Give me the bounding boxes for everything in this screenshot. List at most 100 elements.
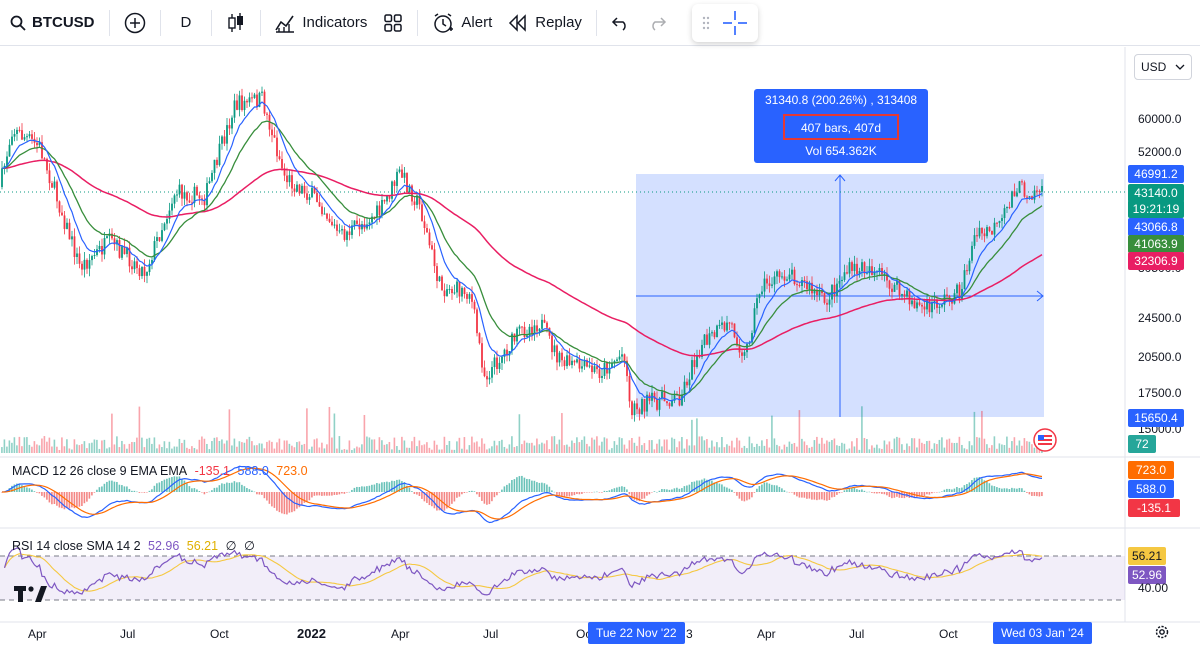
macd-histogram-bar bbox=[616, 487, 618, 492]
chart-canvas[interactable] bbox=[0, 47, 1200, 643]
time-axis-label: 3 bbox=[686, 627, 693, 641]
candle-body bbox=[871, 266, 873, 275]
gear-icon[interactable] bbox=[1154, 624, 1170, 645]
candle-body bbox=[506, 349, 508, 356]
ema-fast-line bbox=[1, 101, 1043, 402]
volume-bar bbox=[968, 441, 971, 453]
macd-histogram-bar bbox=[511, 480, 513, 492]
volume-bar bbox=[471, 436, 473, 453]
candle-body bbox=[956, 284, 958, 294]
macd-histogram-bar bbox=[538, 482, 541, 492]
volume-bar bbox=[571, 440, 573, 453]
volume-bar bbox=[971, 445, 973, 453]
alert-button[interactable]: Alert bbox=[424, 4, 500, 42]
indicators-button[interactable]: Indicators bbox=[267, 4, 375, 42]
candle-body bbox=[248, 97, 251, 103]
volume-bar bbox=[631, 437, 633, 453]
candle-body bbox=[463, 287, 466, 294]
volume-bar bbox=[771, 415, 773, 453]
drag-handle-icon[interactable] bbox=[702, 15, 710, 31]
volume-bar bbox=[61, 437, 63, 453]
macd-histogram-bar bbox=[671, 489, 673, 492]
volume-bar bbox=[443, 436, 446, 453]
volume-bar bbox=[193, 448, 196, 453]
macd-histogram-bar bbox=[318, 492, 321, 496]
macd-histogram-bar bbox=[58, 492, 61, 508]
macd-histogram-bar bbox=[518, 476, 521, 492]
candle-body bbox=[121, 246, 123, 258]
volume-bar bbox=[438, 449, 441, 453]
us-flag-icon[interactable] bbox=[1033, 428, 1057, 457]
candle-body bbox=[853, 263, 856, 271]
volume-bar bbox=[556, 444, 558, 453]
volume-bar bbox=[423, 444, 426, 453]
macd-histogram-bar bbox=[286, 492, 288, 515]
chart-area[interactable]: USD 31340.8 (200.26%) , 313408 407 bars,… bbox=[0, 47, 1200, 645]
volume-bar bbox=[451, 449, 453, 453]
candle-body bbox=[443, 290, 446, 297]
candle-body bbox=[371, 216, 373, 223]
chart-type-button[interactable] bbox=[218, 4, 254, 42]
volume-bar bbox=[346, 449, 348, 453]
volume-bar bbox=[168, 441, 171, 453]
candle-body bbox=[868, 266, 871, 274]
volume-bar bbox=[763, 445, 766, 453]
macd-histogram-bar bbox=[568, 492, 571, 497]
plus-circle-icon bbox=[124, 12, 145, 33]
macd-histogram-bar bbox=[851, 488, 853, 492]
candle-body bbox=[638, 409, 641, 414]
volume-bar bbox=[248, 436, 251, 453]
volume-bar bbox=[1006, 436, 1008, 453]
volume-bar bbox=[793, 442, 796, 453]
symbol-search-button[interactable]: BTCUSD bbox=[0, 4, 103, 42]
macd-histogram-bar bbox=[496, 492, 498, 496]
macd-histogram-bar bbox=[23, 486, 26, 492]
candle-body bbox=[161, 230, 163, 241]
candle-body bbox=[448, 289, 451, 291]
candle-body bbox=[881, 267, 883, 275]
redo-button[interactable] bbox=[639, 4, 675, 42]
compare-symbol-button[interactable] bbox=[116, 4, 154, 42]
undo-button[interactable] bbox=[603, 4, 639, 42]
volume-bar bbox=[488, 448, 491, 453]
macd-histogram-bar bbox=[36, 492, 38, 493]
volume-bar bbox=[341, 449, 343, 453]
volume-bar bbox=[21, 446, 23, 453]
candle-body bbox=[543, 319, 546, 323]
candle-body bbox=[616, 359, 618, 361]
layout-grid-button[interactable] bbox=[375, 4, 411, 42]
candle-body bbox=[1041, 186, 1043, 192]
macd-histogram-bar bbox=[243, 486, 246, 492]
macd-histogram-bar bbox=[833, 492, 836, 497]
rsi-legend[interactable]: RSI 14 close SMA 14 2 52.96 56.21 ∅ ∅ bbox=[12, 538, 259, 553]
macd-histogram-bar bbox=[288, 492, 291, 513]
candle-body bbox=[928, 299, 931, 313]
macd-histogram-bar bbox=[783, 490, 786, 492]
candle-body bbox=[216, 159, 218, 166]
tradingview-logo[interactable] bbox=[14, 584, 48, 609]
candle-body bbox=[158, 237, 161, 241]
currency-dropdown[interactable]: USD bbox=[1134, 54, 1192, 80]
rsi-legend-value: 52.96 bbox=[148, 539, 180, 553]
volume-bar bbox=[808, 447, 811, 453]
crosshair-icon[interactable] bbox=[722, 10, 748, 36]
replay-button[interactable]: Replay bbox=[500, 4, 590, 42]
macd-histogram-bar bbox=[186, 483, 188, 492]
volume-bar bbox=[283, 440, 286, 453]
macd-histogram-bar bbox=[588, 492, 591, 493]
volume-bar bbox=[321, 442, 323, 453]
macd-histogram-bar bbox=[721, 484, 723, 492]
macd-histogram-bar bbox=[1011, 487, 1013, 492]
macd-histogram-bar bbox=[266, 492, 268, 501]
interval-button[interactable]: D bbox=[167, 4, 206, 42]
macd-histogram-bar bbox=[296, 492, 298, 509]
candle-body bbox=[863, 262, 866, 274]
toolbar-divider bbox=[417, 9, 419, 36]
volume-bar bbox=[383, 444, 386, 453]
macd-histogram-bar bbox=[63, 492, 66, 510]
macd-histogram-bar bbox=[463, 492, 466, 494]
macd-histogram-bar bbox=[78, 492, 81, 507]
candle-body bbox=[78, 253, 81, 264]
candle-body bbox=[303, 185, 306, 194]
macd-legend[interactable]: MACD 12 26 close 9 EMA EMA -135.1 588.0 … bbox=[12, 464, 312, 478]
